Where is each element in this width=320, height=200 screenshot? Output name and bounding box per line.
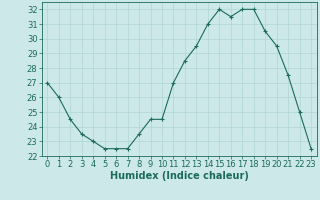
X-axis label: Humidex (Indice chaleur): Humidex (Indice chaleur) [110, 171, 249, 181]
